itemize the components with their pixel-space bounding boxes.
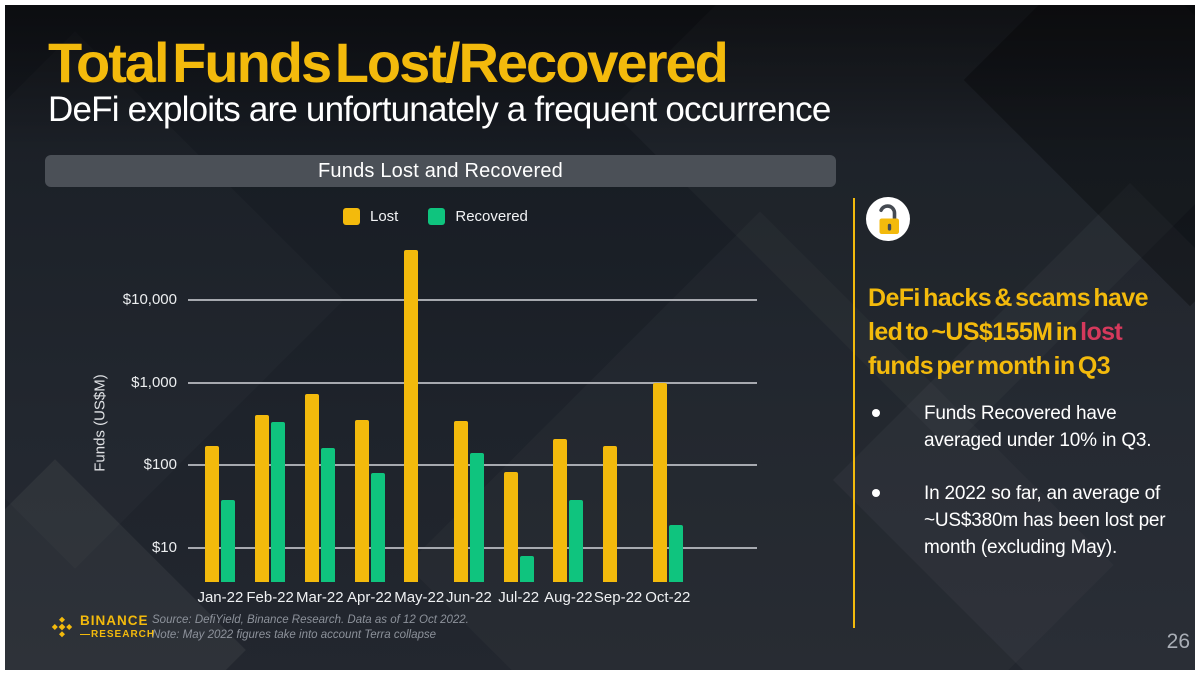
gridline-1000 <box>188 381 757 384</box>
bar-lost-jun-22 <box>453 421 468 582</box>
x-label-apr-22: Apr-22 <box>347 589 393 606</box>
sidebar-bullet-list: Funds Recovered have averaged under 10% … <box>868 400 1180 587</box>
y-tick-10000: $10,000 <box>122 290 177 308</box>
chart-title-bar: Funds Lost and Recovered <box>45 155 836 187</box>
x-label-sep-22: Sep-22 <box>593 589 643 606</box>
bullet-text: In 2022 so far, an average of ~US$380m h… <box>924 483 1166 558</box>
x-label-aug-22: Aug-22 <box>544 589 593 606</box>
bullet-dot <box>872 409 880 417</box>
bar-recovered-feb-22 <box>271 422 286 582</box>
bar-recovered-apr-22 <box>370 472 385 582</box>
gridline-10000 <box>188 298 757 301</box>
bullet-item: In 2022 so far, an average of ~US$380m h… <box>868 480 1180 561</box>
chart-title: Funds Lost and Recovered <box>318 159 563 182</box>
bar-lost-jan-22 <box>205 446 220 582</box>
bar-recovered-jul-22 <box>519 556 534 582</box>
y-tick-100: $100 <box>143 456 177 474</box>
bar-recovered-jan-22 <box>221 500 236 582</box>
sidebar-headline: DeFi hacks & scams have led to ~US$155M … <box>868 281 1183 383</box>
lock-badge <box>866 197 910 241</box>
bar-recovered-mar-22 <box>320 448 335 582</box>
logo-line-2: —RESEARCH <box>80 628 156 640</box>
page-number: 26 <box>1166 630 1190 653</box>
y-axis-title: Funds (US$M) <box>91 374 109 472</box>
bullet-text: Funds Recovered have averaged under 10% … <box>924 403 1152 451</box>
binance-research-logo: BINANCE —RESEARCH <box>50 614 155 640</box>
headline-text: DeFi hacks & scams have led to ~US$155M … <box>868 284 1149 346</box>
y-tick-10: $10 <box>151 539 177 556</box>
source-line: Source: DefiYield, Binance Research. Dat… <box>152 614 469 626</box>
bar-recovered-oct-22 <box>668 524 683 582</box>
x-label-jun-22: Jun-22 <box>446 589 492 606</box>
bar-lost-oct-22 <box>652 382 667 582</box>
bar-recovered-jun-22 <box>469 453 484 582</box>
vertical-divider <box>853 198 855 628</box>
x-label-jul-22: Jul-22 <box>498 589 540 606</box>
bullet-item: Funds Recovered have averaged under 10% … <box>868 400 1180 454</box>
unlocked-padlock-icon <box>879 204 899 234</box>
bar-lost-may-22 <box>404 250 419 582</box>
binance-logo-icon <box>51 616 73 637</box>
headline-text: funds per month in Q3 <box>868 352 1111 380</box>
bullet-dot <box>872 489 880 497</box>
bar-lost-apr-22 <box>354 420 369 582</box>
bar-lost-sep-22 <box>603 446 618 582</box>
logo-line-1: BINANCE <box>80 613 149 628</box>
legend-swatch-lost <box>343 208 360 225</box>
legend-label-recovered: Recovered <box>455 208 528 225</box>
x-label-jan-22: Jan-22 <box>197 589 244 606</box>
chart-legend: Lost Recovered <box>343 208 548 225</box>
legend-label-lost: Lost <box>370 208 399 225</box>
page-title: Total Funds Lost/Recovered <box>48 31 729 94</box>
source-note: Source: DefiYield, Binance Research. Dat… <box>152 613 469 643</box>
y-tick-1000: $1,000 <box>131 373 177 391</box>
bar-lost-feb-22 <box>255 414 270 582</box>
page-subtitle: DeFi exploits are unfortunately a freque… <box>48 90 831 129</box>
x-label-mar-22: Mar-22 <box>296 589 344 606</box>
x-label-oct-22: Oct-22 <box>645 589 691 606</box>
bar-recovered-aug-22 <box>569 500 584 582</box>
note-line: Note: May 2022 figures take into account… <box>152 629 437 641</box>
bar-lost-mar-22 <box>304 393 319 582</box>
bar-lost-jul-22 <box>503 472 518 582</box>
headline-highlight: lost <box>1080 318 1123 346</box>
legend-swatch-recovered <box>428 208 446 225</box>
x-label-feb-22: Feb-22 <box>246 589 294 606</box>
bar-lost-aug-22 <box>553 438 568 582</box>
x-label-may-22: May-22 <box>394 589 445 606</box>
